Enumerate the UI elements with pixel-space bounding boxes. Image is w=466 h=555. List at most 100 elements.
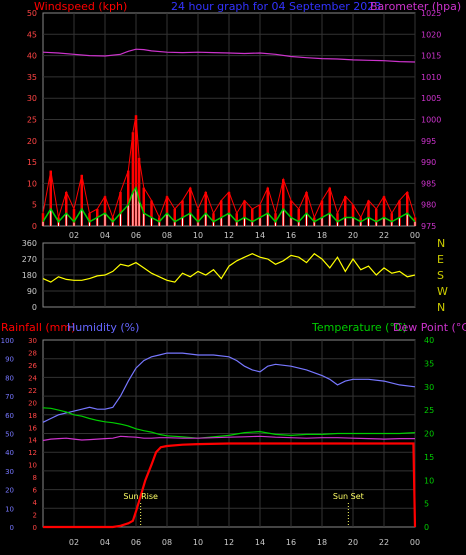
rainfall-tick-label: 30: [28, 337, 37, 345]
x-tick-label: 22: [379, 538, 389, 547]
windspeed-tick-label: 25: [27, 116, 37, 125]
humidity-tick-label: 70: [5, 393, 14, 401]
wind-direction-tick-label: 180: [22, 271, 37, 280]
wind-direction-tick-label: 270: [22, 255, 37, 264]
humidity-line: [42, 352, 416, 423]
rain-humidity-temperature-series: [42, 352, 417, 529]
x-tick-label: 06: [131, 538, 141, 547]
x-tick-label: 10: [193, 538, 203, 547]
windspeed-tick-label: 35: [27, 73, 37, 82]
humidity-axis-label: Humidity (%): [67, 321, 139, 334]
x-tick-label: 18: [317, 231, 327, 240]
rainfall-tick-label: 6: [33, 487, 38, 495]
compass-label: W: [437, 285, 448, 298]
temperature-line: [42, 407, 416, 439]
windspeed-tick-label: 5: [32, 201, 37, 210]
barometer-tick-label: 1000: [421, 116, 441, 125]
barometer-tick-label: 1015: [421, 52, 441, 61]
humidity-tick-label: 50: [5, 431, 14, 439]
humidity-tick-label: 30: [5, 468, 14, 476]
x-tick-label: 18: [317, 538, 327, 547]
dewpoint-axis-label: Dew Point (°C): [393, 321, 466, 334]
wind-direction-tick-labels: 0 90 180 270 360: [22, 239, 37, 312]
windspeed-tick-label: 15: [27, 158, 37, 167]
x-tick-label: 12: [224, 538, 234, 547]
temperature-tick-label: 40: [424, 336, 434, 345]
wind-barometer-series: [41, 48, 417, 226]
temperature-tick-label: 0: [424, 523, 429, 532]
humidity-tick-label: 100: [1, 337, 14, 345]
rainfall-tick-label: 8: [33, 474, 37, 482]
windspeed-tick-label: 45: [27, 30, 37, 39]
rainfall-tick-label: 4: [33, 499, 38, 507]
barometer-tick-label: 1010: [421, 73, 441, 82]
barometer-tick-label: 980: [421, 201, 436, 210]
rainfall-tick-label: 14: [28, 437, 37, 445]
barometer-tick-label: 995: [421, 137, 436, 146]
x-tick-label: 08: [162, 231, 172, 240]
barometer-line: [42, 48, 416, 63]
rainfall-line: [43, 442, 417, 529]
temperature-tick-labels: 0 5 10 15 20 25 30 35 40: [424, 336, 434, 532]
barometer-tick-label: 1020: [421, 30, 441, 39]
barometer-tick-label: 985: [421, 179, 436, 188]
wind-direction-tick-label: 90: [27, 287, 37, 296]
rain-humidity-temperature-x-tick-labels: 02 04 06 08 10 12 14 16 18 20 22 00: [69, 538, 420, 547]
humidity-tick-label: 90: [5, 356, 14, 364]
barometer-tick-label: 1025: [421, 9, 441, 18]
rainfall-tick-label: 28: [28, 349, 37, 357]
temperature-tick-label: 25: [424, 406, 434, 415]
windspeed-tick-label: 30: [27, 94, 37, 103]
x-tick-label: 06: [131, 231, 141, 240]
temperature-tick-label: 15: [424, 453, 434, 462]
rainfall-tick-label: 20: [28, 399, 37, 407]
windspeed-tick-label: 0: [32, 222, 37, 231]
wind-direction-tick-label: 0: [32, 303, 37, 312]
x-tick-label: 04: [100, 231, 110, 240]
wind-direction-line: [42, 252, 416, 283]
temperature-tick-label: 20: [424, 430, 434, 439]
rainfall-tick-label: 12: [28, 449, 37, 457]
x-tick-label: 08: [162, 538, 172, 547]
barometer-tick-label: 975: [421, 222, 436, 231]
x-tick-label: 20: [348, 231, 358, 240]
temperature-axis-label: Temperature (°C): [311, 321, 407, 334]
windspeed-tick-label: 10: [27, 179, 37, 188]
temperature-tick-label: 30: [424, 383, 434, 392]
x-tick-label: 20: [348, 538, 358, 547]
x-tick-label: 04: [100, 538, 110, 547]
x-tick-label: 10: [193, 231, 203, 240]
x-tick-label: 02: [69, 538, 79, 547]
rainfall-tick-label: 26: [28, 362, 37, 370]
compass-label: N: [437, 237, 445, 250]
x-tick-label: 14: [255, 231, 265, 240]
sun-annotations: Sun Rise Sun Set: [123, 492, 364, 527]
barometer-tick-label: 1005: [421, 94, 441, 103]
sun-annotation-label: Sun Rise: [123, 492, 158, 501]
chart-title: 24 hour graph for 04 September 2023: [171, 0, 381, 13]
wind-barometer-x-tick-labels: 02 04 06 08 10 12 14 16 18 20 22 00: [69, 231, 420, 240]
windspeed-tick-label: 20: [27, 137, 37, 146]
windspeed-tick-label: 50: [27, 9, 37, 18]
rainfall-axis-label: Rainfall (mm): [1, 321, 75, 334]
x-tick-label: 00: [410, 231, 420, 240]
humidity-tick-label: 80: [5, 374, 14, 382]
barometer-tick-labels: 975 980 985 990 995 1000 1005 1010 1015 1020 1025: [421, 9, 441, 231]
temperature-tick-label: 5: [424, 500, 429, 509]
x-tick-label: 16: [286, 538, 296, 547]
humidity-tick-label: 0: [10, 524, 14, 532]
x-tick-label: 02: [69, 231, 79, 240]
temperature-tick-label: 10: [424, 476, 434, 485]
rainfall-tick-label: 0: [33, 524, 37, 532]
barometer-tick-label: 990: [421, 158, 436, 167]
x-tick-label: 22: [379, 231, 389, 240]
humidity-tick-label: 10: [5, 505, 14, 513]
compass-label: S: [437, 269, 444, 282]
x-tick-label: 16: [286, 231, 296, 240]
gust-line: [42, 115, 416, 220]
x-tick-label: 14: [255, 538, 265, 547]
